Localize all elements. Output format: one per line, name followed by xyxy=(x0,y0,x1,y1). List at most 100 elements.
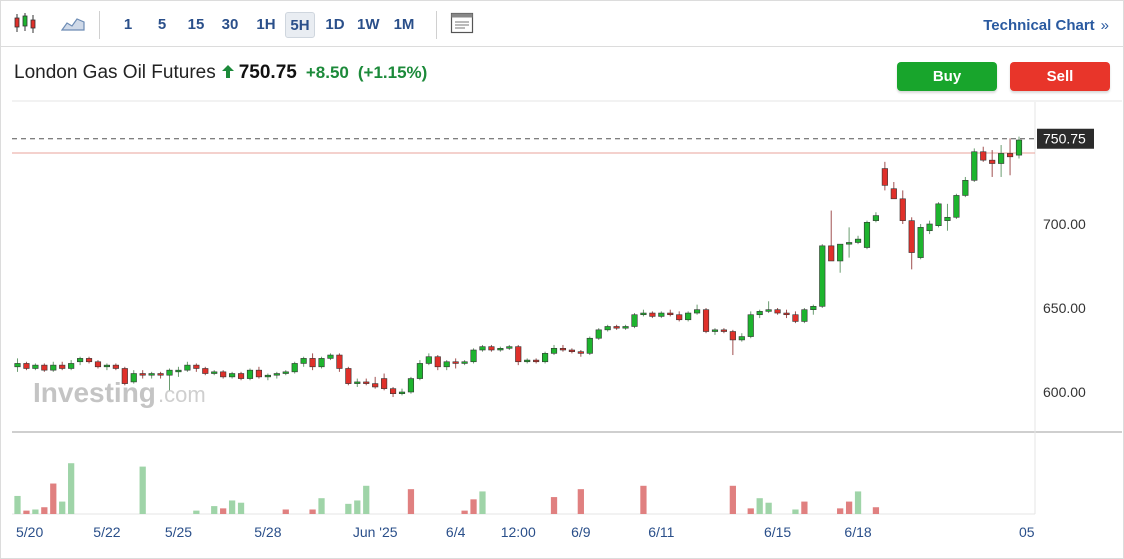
candle xyxy=(980,146,987,162)
candle-body xyxy=(130,373,137,383)
candle xyxy=(998,145,1005,177)
candlestick-icon[interactable] xyxy=(12,11,38,35)
candle xyxy=(175,366,182,377)
candle-body xyxy=(658,312,665,317)
timeframe-1h[interactable]: 1H xyxy=(256,15,276,33)
candle xyxy=(899,190,906,224)
candle xyxy=(729,329,736,356)
candle-body xyxy=(211,371,218,374)
candle-body xyxy=(452,361,459,364)
candle xyxy=(282,370,289,376)
volume-bar xyxy=(792,509,799,514)
x-tick-label: Jun '25 xyxy=(353,524,398,540)
candle-body xyxy=(998,153,1005,164)
candle xyxy=(416,360,423,381)
candle-body xyxy=(506,346,513,349)
candle xyxy=(77,356,84,366)
timeframe-1d[interactable]: 1D xyxy=(325,15,345,33)
volume-bar xyxy=(68,463,75,514)
candle xyxy=(506,344,513,350)
candle-body xyxy=(41,364,48,371)
candle-body xyxy=(112,364,119,369)
candle-body xyxy=(327,354,334,359)
candle xyxy=(962,176,969,198)
candle xyxy=(595,328,602,340)
candle-body xyxy=(318,358,325,368)
candle-body xyxy=(50,364,57,371)
candle-body xyxy=(568,349,575,352)
candle xyxy=(229,371,236,379)
volume-bar xyxy=(801,501,808,514)
candle xyxy=(756,309,763,319)
candle-body xyxy=(631,314,638,327)
candle-body xyxy=(801,309,808,322)
candle xyxy=(533,358,540,364)
price-change-percent: (+1.15%) xyxy=(357,63,428,82)
candle xyxy=(32,363,39,371)
candle-body xyxy=(416,363,423,379)
candle-body xyxy=(953,195,960,218)
technical-chart-link[interactable]: Technical Chart » xyxy=(983,17,1109,34)
candle xyxy=(389,386,397,398)
candle-body xyxy=(524,359,531,363)
candle-body xyxy=(282,371,289,374)
candle-body xyxy=(479,346,486,351)
candle xyxy=(711,328,719,335)
candle xyxy=(112,363,119,371)
volume-bar xyxy=(309,509,316,514)
volume-bar xyxy=(220,508,227,514)
candle xyxy=(917,224,924,260)
candle-body xyxy=(935,203,942,226)
candle-body xyxy=(273,373,280,376)
candle xyxy=(372,376,379,389)
timeframe-1m[interactable]: 1M xyxy=(393,15,415,33)
timeframe-1[interactable]: 1 xyxy=(123,15,133,33)
candle xyxy=(166,368,173,391)
candle xyxy=(846,227,853,258)
candle-body xyxy=(649,312,656,317)
chart-panel-icon[interactable] xyxy=(449,11,475,35)
candle-body xyxy=(577,351,584,354)
candle-body xyxy=(676,314,683,321)
candle-body xyxy=(264,374,271,378)
candle-body xyxy=(443,361,450,368)
volume-bar xyxy=(640,485,647,514)
timeframe-5[interactable]: 5 xyxy=(157,15,167,33)
candle xyxy=(470,348,477,364)
candle-body xyxy=(720,329,727,332)
candle xyxy=(443,360,450,371)
candle xyxy=(211,370,218,376)
candle xyxy=(568,348,575,354)
double-chevron-right-icon: » xyxy=(1100,17,1109,34)
x-tick-label: 5/25 xyxy=(165,524,192,540)
buy-button[interactable]: Buy xyxy=(897,62,997,91)
timeframe-5h[interactable]: 5H xyxy=(285,12,315,38)
x-tick-label: 5/28 xyxy=(254,524,281,540)
candle-body xyxy=(336,354,343,369)
candle xyxy=(407,376,415,394)
toolbar-divider xyxy=(436,11,437,39)
candle xyxy=(497,346,504,352)
x-tick-label: 6/18 xyxy=(844,524,871,540)
candle-body xyxy=(148,373,155,376)
timeframe-15[interactable]: 15 xyxy=(187,15,205,33)
candle xyxy=(488,344,495,352)
toolbar-divider xyxy=(99,11,100,39)
candle xyxy=(318,356,325,369)
sell-button[interactable]: Sell xyxy=(1010,62,1110,91)
candle-body xyxy=(425,356,432,364)
candle xyxy=(622,324,629,330)
candle-body xyxy=(819,245,826,307)
volume-bar xyxy=(211,506,218,514)
volume-bar xyxy=(756,498,763,514)
candle-body xyxy=(854,238,862,243)
candle xyxy=(658,311,665,319)
volume-bar xyxy=(32,509,39,514)
timeframe-1w[interactable]: 1W xyxy=(357,15,380,33)
candle xyxy=(524,358,531,364)
candle xyxy=(345,366,352,386)
timeframe-30[interactable]: 30 xyxy=(221,15,239,33)
area-chart-icon[interactable] xyxy=(60,11,86,35)
volume-bar xyxy=(470,499,477,514)
